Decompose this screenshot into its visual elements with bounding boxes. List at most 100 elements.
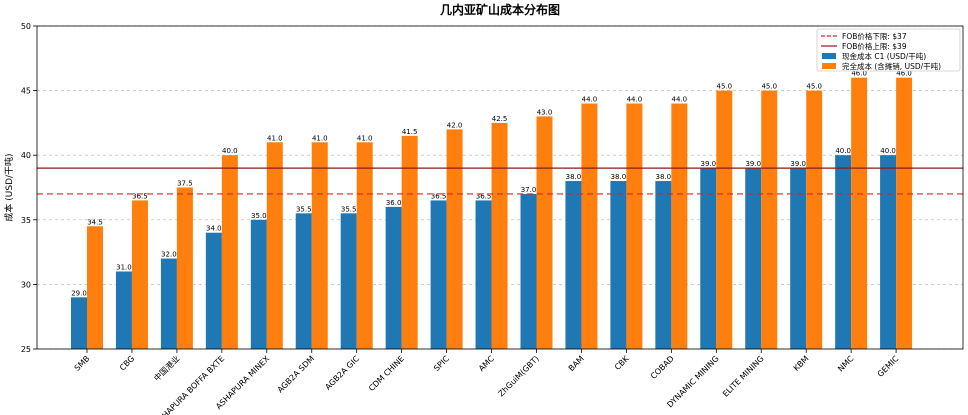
bar-cash-cost (790, 168, 807, 349)
plot-frame (36, 25, 964, 350)
legend-patch-swatch (822, 63, 836, 69)
data-label: 35.5 (341, 205, 357, 213)
legend-patch-swatch (822, 53, 836, 59)
bar-cash-cost (565, 181, 582, 349)
legend-entry: FOB价格上限: $39 (842, 41, 907, 51)
bar-cash-cost (655, 181, 672, 349)
y-tick-label: 50 (21, 22, 31, 31)
bar-cash-cost (340, 213, 357, 349)
data-label: 34.5 (87, 218, 103, 226)
bar-cash-cost (610, 181, 627, 349)
data-label: 39.0 (790, 160, 806, 168)
bar-full-cost (266, 142, 283, 349)
data-label: 41.0 (357, 134, 373, 142)
data-label: 44.0 (582, 96, 598, 104)
bar-full-cost (401, 135, 418, 349)
bar-full-cost (491, 122, 508, 350)
bar-full-cost (131, 200, 148, 349)
bar-full-cost (851, 77, 868, 350)
x-tick-label: SPIC (432, 354, 451, 373)
data-label: 45.0 (717, 83, 733, 91)
bar-cash-cost (71, 297, 87, 349)
bar-full-cost (536, 116, 553, 349)
y-tick-label: 35 (21, 216, 31, 225)
data-label: 31.0 (116, 263, 132, 271)
data-label: 40.0 (222, 147, 238, 155)
data-label: 36.5 (476, 192, 492, 200)
bar-cash-cost (385, 206, 402, 349)
data-label: 35.0 (251, 212, 267, 220)
x-tick-label: CBK (613, 354, 631, 372)
x-tick-label: NMC (836, 354, 856, 374)
data-label: 29.0 (71, 289, 87, 297)
bar-cash-cost (295, 213, 312, 349)
legend-box (816, 28, 961, 72)
legend-entry: 现金成本 C1 (USD/干吨) (842, 51, 926, 61)
bar-cash-cost (745, 168, 762, 349)
data-label: 39.0 (745, 160, 761, 168)
data-label: 42.5 (492, 115, 508, 123)
x-tick-label: SMB (73, 354, 92, 373)
x-tick-label: AGB2A GIC (323, 354, 361, 392)
data-label: 36.5 (132, 192, 148, 200)
data-label: 45.0 (806, 83, 822, 91)
data-label: 39.0 (701, 160, 717, 168)
bar-full-cost (761, 90, 778, 349)
data-label: 45.0 (761, 83, 777, 91)
bar-cash-cost (205, 232, 222, 349)
data-label: 35.5 (296, 205, 312, 213)
y-tick-label: 25 (21, 345, 31, 354)
x-tick-label: AGB2A SDM (276, 354, 317, 395)
x-tick-label: ELITE MINING (721, 354, 766, 399)
bar-cash-cost (250, 219, 267, 349)
data-label: 34.0 (206, 225, 222, 233)
bar-full-cost (176, 187, 193, 349)
y-axis-label: 成本 (USD/干吨) (3, 153, 15, 221)
data-label: 46.0 (851, 70, 867, 78)
y-tick-label: 45 (21, 87, 31, 96)
bar-full-cost (446, 129, 463, 349)
data-label: 40.0 (880, 147, 896, 155)
bar-full-cost (581, 103, 598, 350)
bar-cash-cost (835, 155, 852, 349)
x-tick-label: AMC (477, 354, 496, 373)
bar-cash-cost (520, 193, 537, 349)
data-label: 41.0 (312, 134, 328, 142)
bar-cash-cost (880, 155, 897, 349)
legend-entry: 完全成本 (含摊销, USD/干吨) (842, 61, 941, 71)
y-tick-label: 30 (21, 280, 31, 289)
data-label: 40.0 (835, 147, 851, 155)
x-tick-label: KBM (792, 354, 811, 373)
data-label: 36.5 (431, 192, 447, 200)
x-tick-label: ZhGuiM(GBT) (497, 354, 541, 398)
x-tick-label: GEMIC (876, 354, 901, 379)
bar-full-cost (311, 142, 328, 349)
bar-full-cost (356, 142, 373, 349)
bar-full-cost (626, 103, 643, 350)
data-label: 42.0 (447, 121, 463, 129)
data-label: 46.0 (896, 70, 912, 78)
bar-cash-cost (430, 200, 447, 349)
chart-title: 几内亚矿山成本分布图 (440, 2, 560, 17)
data-label: 38.0 (611, 173, 627, 181)
data-label: 32.0 (161, 251, 177, 259)
data-label: 41.5 (402, 128, 418, 136)
bar-full-cost (221, 155, 238, 349)
data-label: 38.0 (566, 173, 582, 181)
bar-full-cost (716, 90, 733, 349)
data-label: 41.0 (267, 134, 283, 142)
bar-cash-cost (700, 168, 717, 349)
data-label: 44.0 (672, 96, 688, 104)
x-tick-label: 中国港业 (152, 353, 182, 383)
bar-full-cost (87, 226, 103, 349)
x-tick-label: COBAD (649, 354, 676, 381)
bar-full-cost (806, 90, 823, 349)
bar-full-cost (671, 103, 688, 350)
bar-full-cost (896, 77, 913, 350)
bar-cash-cost (160, 258, 177, 349)
legend-entry: FOB价格下限: $37 (842, 31, 907, 41)
data-label: 37.5 (177, 180, 193, 188)
x-tick-label: CDM CHINE (367, 354, 406, 393)
bar-cash-cost (475, 200, 492, 349)
